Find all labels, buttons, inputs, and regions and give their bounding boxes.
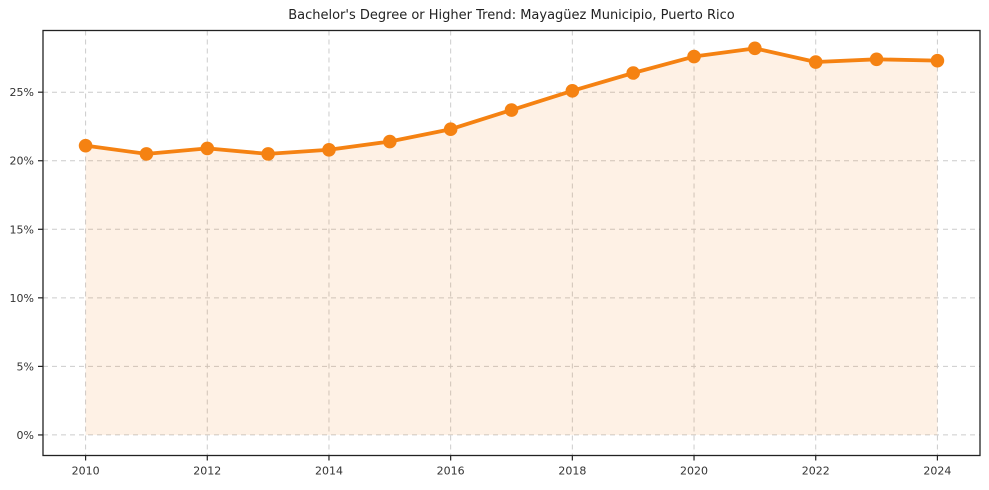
data-point-marker-2011	[139, 147, 154, 161]
data-point-marker-2017	[504, 103, 519, 117]
data-point-marker-2019	[626, 66, 640, 80]
plot-border	[42, 29, 981, 457]
data-point-marker-2014	[322, 142, 336, 157]
x-tick-label: 2012	[193, 465, 221, 478]
data-point-marker-2013	[261, 147, 275, 161]
data-point-marker-2023	[869, 52, 884, 67]
data-point-marker-2018	[565, 84, 580, 98]
data-point-marker-2016	[443, 122, 458, 137]
data-point-marker-2024	[930, 53, 945, 68]
data-point-marker-2022	[808, 55, 823, 69]
y-tick-label: 25%	[10, 86, 34, 99]
x-tick-label: 2010	[72, 465, 100, 478]
x-tick-label: 2020	[680, 465, 708, 478]
data-point-marker-2012	[200, 141, 215, 156]
x-tick-label: 2018	[558, 465, 586, 478]
data-point-marker-2020	[687, 49, 701, 64]
data-point-marker-2010	[78, 138, 93, 153]
x-tick-label: 2014	[315, 465, 343, 478]
y-tick-label: 15%	[10, 223, 34, 236]
y-tick-label: 0%	[17, 429, 34, 442]
y-tick-label: 5%	[17, 360, 34, 373]
y-tick-label: 20%	[10, 155, 34, 168]
data-point-marker-2015	[383, 134, 397, 149]
area-fill	[85, 48, 938, 435]
chart-title: Bachelor's Degree or Higher Trend: Mayag…	[288, 8, 735, 23]
y-tick-label: 10%	[10, 292, 34, 305]
x-tick-label: 2016	[437, 465, 465, 478]
x-tick-label: 2024	[923, 465, 951, 478]
x-tick-label: 2022	[802, 465, 830, 478]
data-point-marker-2021	[748, 41, 762, 56]
